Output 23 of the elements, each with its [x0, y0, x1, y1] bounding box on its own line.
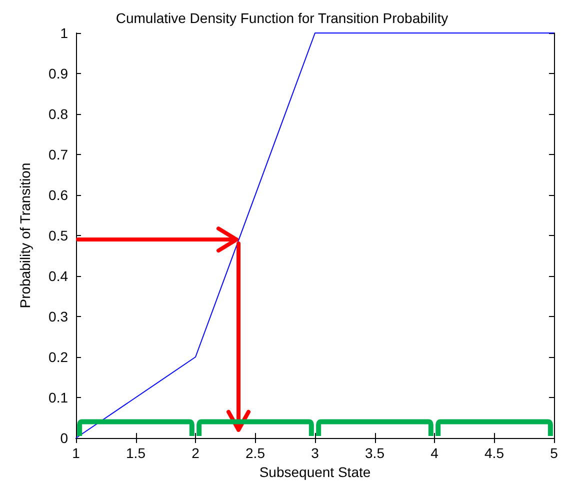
y-tick-label: 1 — [60, 25, 68, 41]
y-tick-label: 0.8 — [48, 106, 68, 122]
x-tick-label: 2 — [192, 445, 200, 461]
x-tick-label: 5 — [550, 445, 558, 461]
y-tick-label: 0.5 — [48, 228, 68, 244]
x-tick-label: 1 — [72, 445, 80, 461]
x-tick-label: 3.5 — [365, 445, 385, 461]
x-tick-label: 2.5 — [246, 445, 266, 461]
y-tick-label: 0.4 — [48, 268, 68, 284]
x-tick-label: 4.5 — [484, 445, 504, 461]
y-tick-label: 0.9 — [48, 66, 68, 82]
x-tick-label: 3 — [311, 445, 320, 461]
y-tick-label: 0.3 — [48, 308, 68, 324]
y-tick-label: 0.7 — [48, 146, 68, 162]
x-axis-title: Subsequent State — [259, 464, 371, 480]
y-axis-title: Probability of Transition — [17, 162, 33, 308]
y-tick-label: 0.6 — [48, 187, 68, 203]
chart-title: Cumulative Density Function for Transition Probability — [116, 10, 448, 26]
x-tick-label: 4 — [430, 445, 439, 461]
y-tick-label: 0 — [60, 430, 68, 446]
x-tick-label: 1.5 — [126, 445, 146, 461]
y-tick-label: 0.2 — [48, 349, 68, 365]
y-tick-label: 0.1 — [48, 390, 68, 406]
